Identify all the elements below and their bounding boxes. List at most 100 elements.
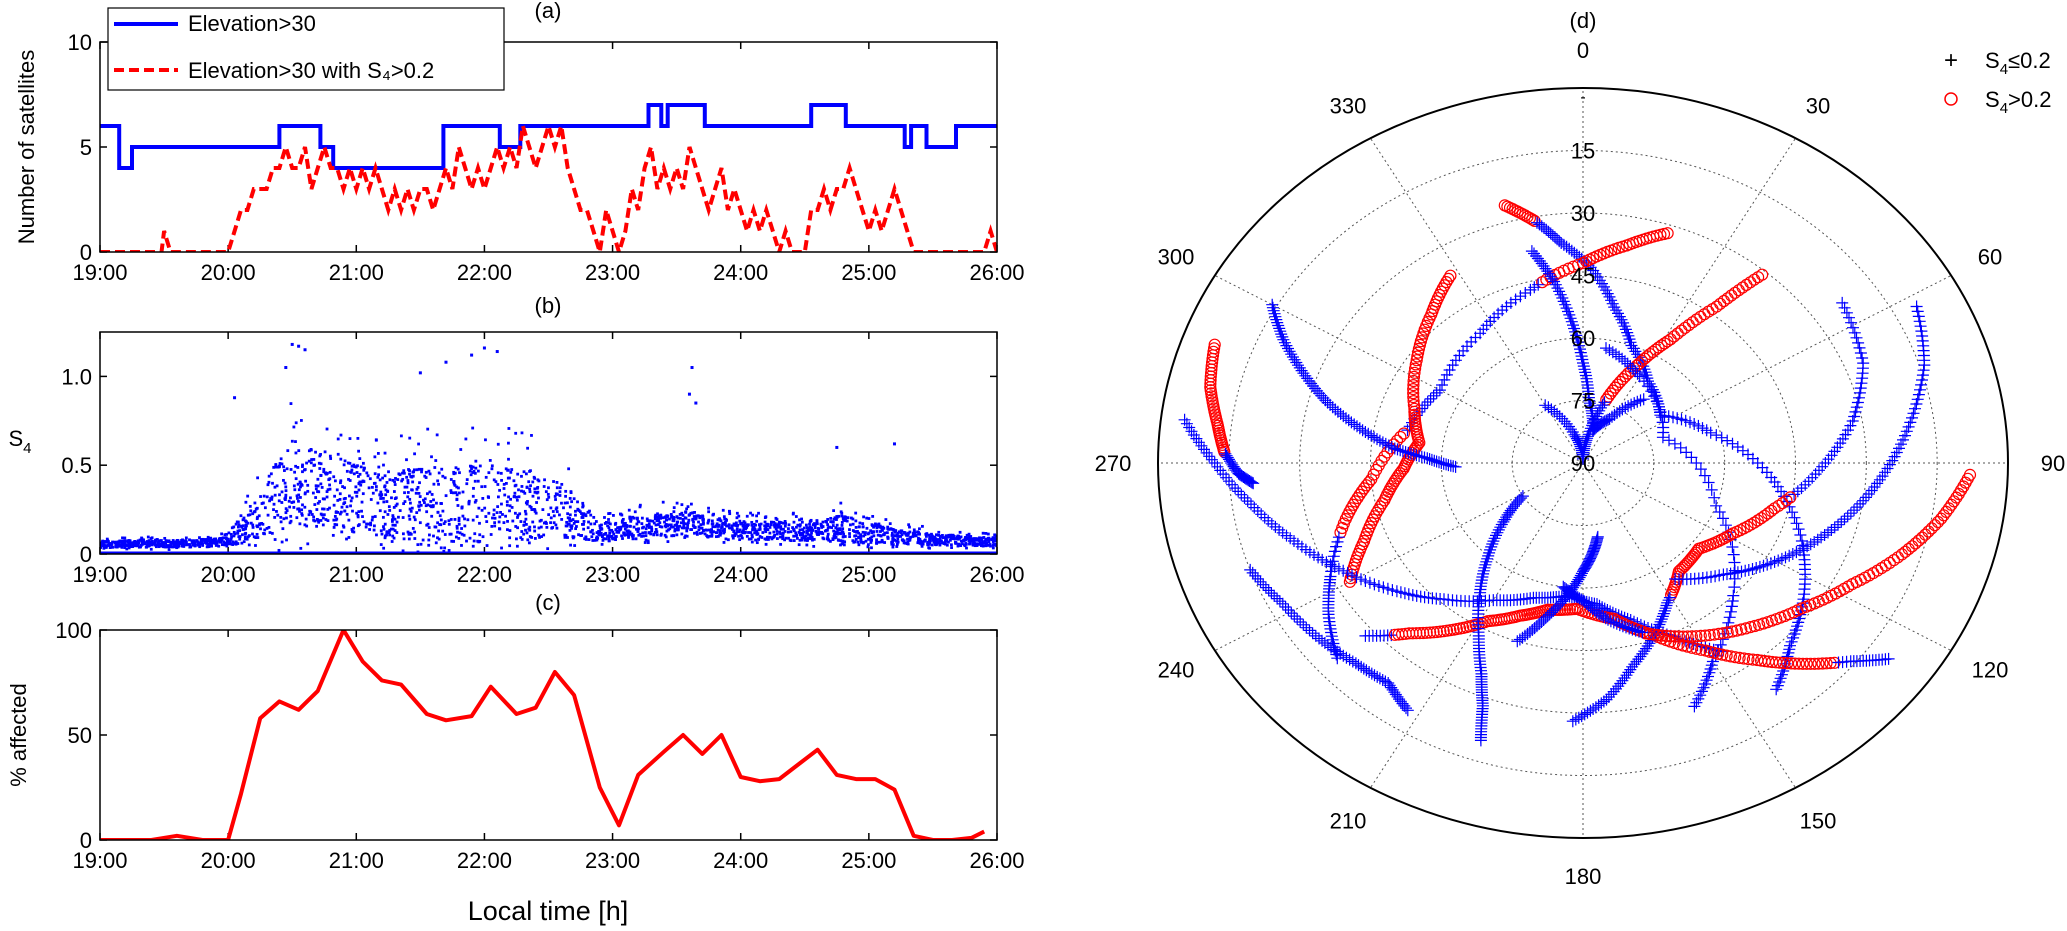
s4-point <box>842 543 846 547</box>
s4-point <box>705 534 709 538</box>
s4-point <box>777 520 781 524</box>
s4-point <box>213 540 217 544</box>
s4-point <box>238 529 242 532</box>
s4-point <box>633 551 637 554</box>
s4-point <box>470 467 473 470</box>
s4-point <box>430 455 433 459</box>
sky-point-low <box>1596 399 1609 412</box>
s4-point <box>646 519 650 523</box>
s4-point <box>533 551 537 554</box>
s4-point <box>685 507 689 511</box>
sky-point-high <box>1915 531 1929 544</box>
s4-point <box>359 465 363 469</box>
s4-point <box>644 538 648 542</box>
s4-point <box>413 452 416 456</box>
sky-point-low <box>1266 298 1279 311</box>
s4-point <box>273 516 277 519</box>
s4-point <box>513 491 517 495</box>
sky-point-low <box>1244 563 1257 576</box>
s4-point <box>783 538 786 542</box>
s4-point <box>849 516 853 520</box>
s4-point <box>200 542 203 546</box>
s4-point <box>861 525 865 529</box>
sky-point-low <box>1583 397 1596 410</box>
s4-point <box>676 525 679 529</box>
s4-point <box>312 464 316 467</box>
s4-point <box>361 515 364 518</box>
s4-point <box>613 551 617 554</box>
s4-point <box>726 551 729 554</box>
s4-point <box>413 530 417 534</box>
s4-point <box>641 531 645 535</box>
s4-point <box>269 472 273 476</box>
s4-point <box>546 492 550 496</box>
s4-point <box>546 551 549 554</box>
s4-point <box>582 527 586 531</box>
s4-point <box>720 525 724 529</box>
s4-point <box>715 522 719 526</box>
s4-point <box>738 551 741 554</box>
s4-point <box>391 516 395 519</box>
s4-point <box>106 551 109 554</box>
s4-point <box>934 533 938 537</box>
s4-point <box>525 486 529 489</box>
s4-point <box>883 551 886 554</box>
s4-point <box>952 535 956 538</box>
sky-point-low <box>1382 439 1395 452</box>
s4-point <box>504 481 508 485</box>
s4-point <box>496 505 500 509</box>
s4-point <box>714 524 718 528</box>
sky-point-low <box>1558 415 1571 428</box>
s4-point <box>713 551 717 554</box>
s4-point <box>781 537 785 541</box>
s4-point <box>471 544 475 548</box>
panel-a-label: (a) <box>535 0 562 23</box>
sky-point-low <box>1619 401 1632 414</box>
s4-point <box>507 551 511 554</box>
s4-point <box>792 551 795 554</box>
s4-point <box>307 449 311 453</box>
sky-point-low <box>1596 277 1608 290</box>
s4-point <box>753 528 757 532</box>
s4-point <box>553 551 557 554</box>
s4-point <box>493 524 497 528</box>
s4-point <box>799 533 803 537</box>
s4-point <box>978 542 982 545</box>
s4-point <box>637 551 640 554</box>
s4-point <box>349 470 353 474</box>
s4-point <box>500 546 503 550</box>
s4-point <box>692 520 695 524</box>
s4-point <box>397 515 400 519</box>
s4-point <box>773 525 777 529</box>
s4-point <box>736 551 740 554</box>
s4-point <box>111 540 114 544</box>
sky-point-high <box>1895 548 1909 561</box>
sky-point-high <box>1928 519 1942 532</box>
s4-point <box>426 492 429 496</box>
s4-point <box>783 524 787 528</box>
sky-point-low <box>1325 641 1337 654</box>
x-tick-label: 24:00 <box>713 848 768 873</box>
s4-point <box>538 536 541 539</box>
s4-point <box>813 522 816 525</box>
s4-point <box>582 512 586 516</box>
sky-point-low <box>1280 339 1293 352</box>
s4-point <box>458 531 462 535</box>
s4-point <box>697 528 701 532</box>
s4-point <box>829 516 833 520</box>
s4-point <box>141 541 145 545</box>
s4-point <box>263 528 267 532</box>
s4-point <box>665 529 669 533</box>
s4-point <box>918 532 921 536</box>
s4-point <box>918 541 922 545</box>
s4-point <box>856 540 860 544</box>
s4-point <box>420 467 424 471</box>
sky-point-high <box>1343 575 1357 588</box>
s4-point <box>284 366 288 370</box>
s4-point <box>218 551 222 554</box>
sky-point-low <box>1621 326 1634 339</box>
s4-point <box>336 510 340 514</box>
sky-point-low <box>1663 434 1675 447</box>
s4-point <box>256 515 259 519</box>
s4-point <box>454 466 458 470</box>
